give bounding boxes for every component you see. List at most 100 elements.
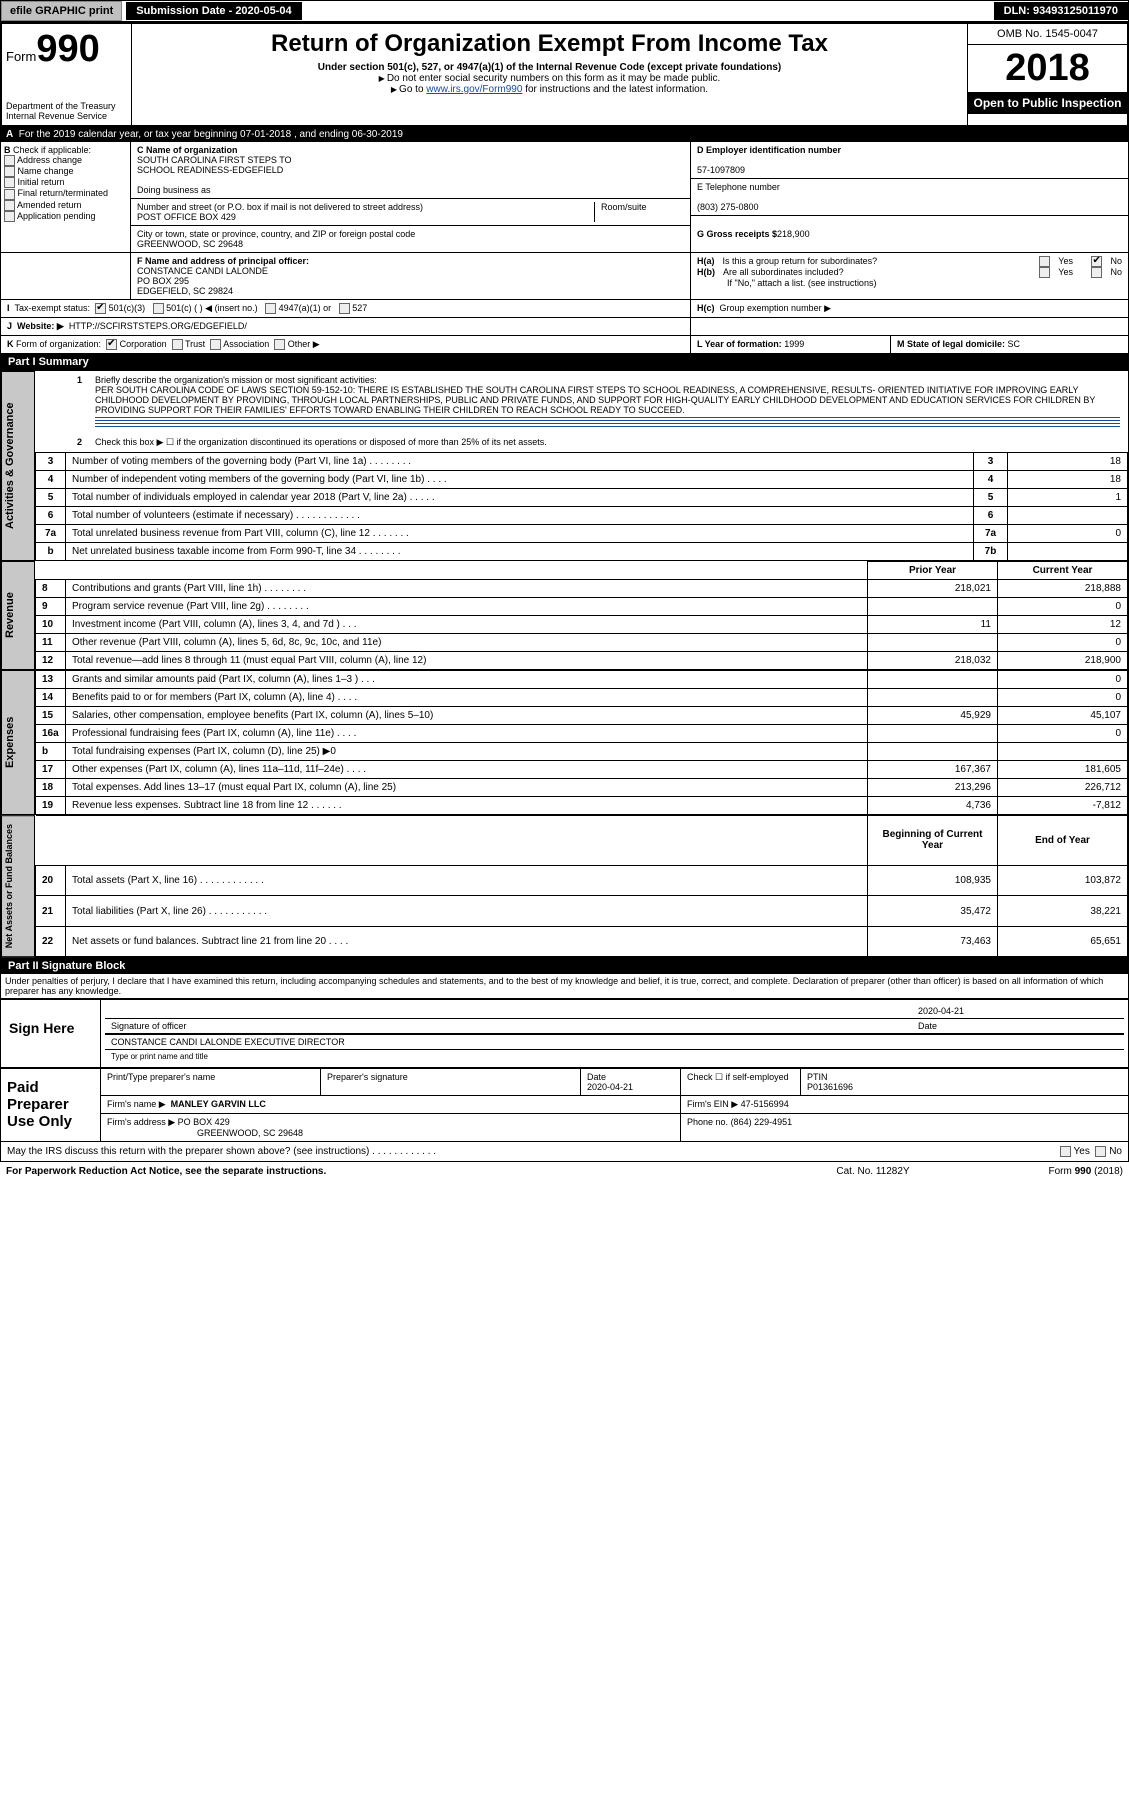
section-j: J Website: ▶ HTTP://SCFIRSTSTEPS.ORG/EDG…	[1, 318, 691, 335]
form-prefix: Form	[6, 49, 36, 64]
gross-receipts-row: G Gross receipts $218,900	[691, 216, 1128, 242]
state-domicile: SC	[1008, 339, 1021, 349]
fin-row-10: 10Investment income (Part VIII, column (…	[36, 616, 1128, 634]
corp-checkbox[interactable]	[106, 339, 117, 350]
signature-block: Sign Here 2020-04-21 Signature of office…	[0, 999, 1129, 1068]
efile-print-button[interactable]: efile GRAPHIC print	[1, 1, 122, 21]
begin-year-hdr: Beginning of Current Year	[868, 816, 998, 865]
paid-preparer-block: Paid Preparer Use Only Print/Type prepar…	[0, 1068, 1129, 1142]
city-state-zip: GREENWOOD, SC 29648	[137, 239, 243, 249]
preparer-row-1: Print/Type preparer's name Preparer's si…	[101, 1069, 1128, 1096]
org-name-2: SCHOOL READINESS-EDGEFIELD	[137, 165, 283, 175]
q1-label: Briefly describe the organization's miss…	[95, 375, 377, 385]
ha-no-checkbox[interactable]	[1091, 256, 1102, 267]
form-number: Form990	[6, 28, 127, 71]
city-row: City or town, state or province, country…	[131, 226, 690, 252]
fin-row-13: 13Grants and similar amounts paid (Part …	[36, 671, 1128, 689]
officer-name: CONSTANCE CANDI LALONDE	[137, 266, 268, 276]
gov-row-6: 6Total number of volunteers (estimate if…	[36, 507, 1128, 525]
fin-row-14: 14Benefits paid to or for members (Part …	[36, 689, 1128, 707]
hb-note: If "No," attach a list. (see instruction…	[697, 278, 1122, 288]
ein-value: 57-1097809	[697, 165, 745, 175]
checkbox-name-change: Name change	[4, 166, 127, 177]
checkbox-address-change: Address change	[4, 155, 127, 166]
phone-row: E Telephone number (803) 275-0800	[691, 179, 1128, 216]
ein-row: D Employer identification number 57-1097…	[691, 142, 1128, 179]
discuss-yes-checkbox[interactable]	[1060, 1146, 1071, 1157]
org-name-row: C Name of organization SOUTH CAROLINA FI…	[131, 142, 690, 199]
header-left: Form990 Department of the Treasury Inter…	[2, 24, 132, 125]
firm-phone: (864) 229-4951	[731, 1117, 793, 1127]
expenses-table: 13Grants and similar amounts paid (Part …	[35, 670, 1128, 815]
form-header: Form990 Department of the Treasury Inter…	[0, 22, 1129, 127]
section-b: B Check if applicable: Address change Na…	[1, 142, 131, 252]
klm-row: K Form of organization: Corporation Trus…	[0, 336, 1129, 354]
assoc-checkbox[interactable]	[210, 339, 221, 350]
open-public: Open to Public Inspection	[968, 92, 1127, 114]
top-bar: efile GRAPHIC print Submission Date - 20…	[0, 0, 1129, 22]
header-title-block: Return of Organization Exempt From Incom…	[132, 24, 967, 125]
ptin-value: P01361696	[807, 1082, 853, 1092]
section-hc: H(c) Group exemption number ▶	[691, 300, 1128, 317]
irs-link[interactable]: www.irs.gov/Form990	[426, 84, 522, 95]
year-formation: 1999	[784, 339, 804, 349]
form-subtitle-3: Go to www.irs.gov/Form990 for instructio…	[138, 84, 961, 95]
revenue-table: Prior YearCurrent Year 8Contributions an…	[35, 561, 1128, 670]
section-i: I Tax-exempt status: 501(c)(3) 501(c) ( …	[1, 300, 691, 317]
firm-addr1: PO BOX 429	[178, 1117, 230, 1127]
q2-block: 2 Check this box ▶ ☐ if the organization…	[35, 433, 1128, 452]
trust-checkbox[interactable]	[172, 339, 183, 350]
address-row: Number and street (or P.O. box if mail i…	[131, 199, 690, 226]
governance-table: 3Number of voting members of the governi…	[35, 452, 1128, 561]
gov-row-5: 5Total number of individuals employed in…	[36, 489, 1128, 507]
form-footer: Form 990 (2018)	[973, 1166, 1123, 1177]
hb-yes-checkbox[interactable]	[1039, 267, 1050, 278]
tax-year: 2018	[968, 45, 1127, 92]
other-checkbox[interactable]	[274, 339, 285, 350]
gov-row-7a: 7aTotal unrelated business revenue from …	[36, 525, 1128, 543]
form-990-number: 990	[36, 28, 99, 70]
dept-treasury: Department of the Treasury	[6, 101, 127, 111]
sign-here-label: Sign Here	[1, 1000, 101, 1067]
pra-notice: For Paperwork Reduction Act Notice, see …	[6, 1166, 773, 1177]
4947-checkbox[interactable]	[265, 303, 276, 314]
section-h: H(a)Is this a group return for subordina…	[691, 253, 1128, 299]
form-title: Return of Organization Exempt From Incom…	[138, 30, 961, 58]
irs-label: Internal Revenue Service	[6, 111, 127, 121]
fin-row-17: 17Other expenses (Part IX, column (A), l…	[36, 761, 1128, 779]
preparer-date: 2020-04-21	[587, 1082, 633, 1092]
org-name-1: SOUTH CAROLINA FIRST STEPS TO	[137, 155, 292, 165]
527-checkbox[interactable]	[339, 303, 350, 314]
checkbox-initial-return: Initial return	[4, 177, 127, 188]
firm-name: MANLEY GARVIN LLC	[171, 1099, 266, 1109]
expenses-tab: Expenses	[1, 670, 35, 815]
fin-row-18: 18Total expenses. Add lines 13–17 (must …	[36, 779, 1128, 797]
fin-row-9: 9Program service revenue (Part VIII, lin…	[36, 598, 1128, 616]
omb-number: OMB No. 1545-0047	[968, 24, 1127, 45]
hb-no-checkbox[interactable]	[1091, 267, 1102, 278]
q2-text: Check this box ▶ ☐ if the organization d…	[95, 437, 547, 447]
checkbox-final-return-terminated: Final return/terminated	[4, 188, 127, 199]
501c-checkbox[interactable]	[153, 303, 164, 314]
discuss-row: May the IRS discuss this return with the…	[0, 1142, 1129, 1162]
gov-row-b: bNet unrelated business taxable income f…	[36, 543, 1128, 561]
prior-year-hdr: Prior Year	[868, 562, 998, 580]
mission-block: 1 Briefly describe the organization's mi…	[35, 371, 1128, 433]
gov-row-3: 3Number of voting members of the governi…	[36, 453, 1128, 471]
discuss-no-checkbox[interactable]	[1095, 1146, 1106, 1157]
officer-type-label: Type or print name and title	[105, 1050, 1124, 1063]
officer-name-line: CONSTANCE CANDI LALONDE EXECUTIVE DIRECT…	[105, 1034, 1124, 1050]
dba-label: Doing business as	[137, 185, 211, 195]
checkbox-application-pending: Application pending	[4, 211, 127, 222]
section-c: C Name of organization SOUTH CAROLINA FI…	[131, 142, 691, 252]
dln: DLN: 93493125011970	[994, 2, 1128, 20]
firm-ein: 47-5156994	[741, 1099, 789, 1109]
fin-row-15: 15Salaries, other compensation, employee…	[36, 707, 1128, 725]
governance-tab: Activities & Governance	[1, 371, 35, 561]
revenue-tab: Revenue	[1, 561, 35, 670]
mission-text: PER SOUTH CAROLINA CODE OF LAWS SECTION …	[95, 385, 1095, 415]
fin-row-21: 21Total liabilities (Part X, line 26) . …	[36, 896, 1128, 927]
spacer-b	[1, 253, 131, 299]
501c3-checkbox[interactable]	[95, 303, 106, 314]
ha-yes-checkbox[interactable]	[1039, 256, 1050, 267]
